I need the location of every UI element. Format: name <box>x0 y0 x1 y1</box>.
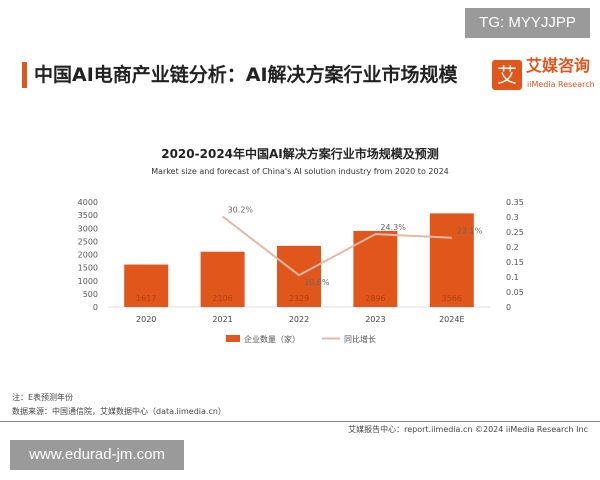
note: 注：E表预测年份 <box>12 393 74 402</box>
chart-title: 2020-2024年中国AI解决方案行业市场规模及预测 <box>161 147 439 161</box>
page-title: 中国AI电商产业链分析：AI解决方案行业市场规模 <box>34 64 458 86</box>
line-label: 30.2% <box>228 205 254 214</box>
legend-bar-swatch <box>226 335 240 342</box>
line-label: 24.3% <box>380 223 406 232</box>
y-right-tick: 0.25 <box>506 228 524 237</box>
y-left-tick: 1000 <box>78 277 98 286</box>
y-left-tick: 3500 <box>78 211 98 220</box>
bar <box>353 230 398 307</box>
x-tick: 2022 <box>289 315 309 324</box>
watermark-top: TG: MYYJJPP <box>465 8 590 38</box>
y-right-tick: 0.35 <box>506 198 524 207</box>
line-label: 10.6% <box>304 278 330 287</box>
y-left-tick: 1500 <box>78 264 98 273</box>
bar <box>277 245 321 307</box>
y-right-tick: 0.3 <box>506 213 519 222</box>
watermark-bottom: www.edurad-jm.com <box>10 440 184 470</box>
chart-subtitle: Market size and forecast of China's AI s… <box>151 167 449 176</box>
y-right-tick: 0.15 <box>506 258 524 267</box>
y-left-tick: 2000 <box>78 251 98 260</box>
divider <box>0 421 600 422</box>
y-left-tick: 500 <box>83 290 98 299</box>
y-right-tick: 0.2 <box>506 243 519 252</box>
legend-bar-label: 企业数量（家） <box>244 334 300 344</box>
growth-line <box>221 215 452 277</box>
bar <box>429 213 474 307</box>
y-right-tick: 0 <box>506 303 511 312</box>
bar-label: 3566 <box>442 294 462 303</box>
y-right-tick: 0.1 <box>506 273 519 282</box>
y-left-tick: 4000 <box>78 198 98 207</box>
bar-label: 2329 <box>289 294 309 303</box>
x-tick: 2023 <box>365 315 385 324</box>
y-left-tick: 0 <box>93 303 98 312</box>
x-tick: 2021 <box>212 315 232 324</box>
source: 数据来源：中国通信院，艾媒数据中心（data.iimedia.cn） <box>12 407 226 416</box>
footer: 艾媒报告中心：report.iimedia.cn ©2024 iiMedia R… <box>348 425 588 434</box>
legend-line-label: 同比增长 <box>344 334 376 344</box>
x-tick: 2020 <box>136 315 156 324</box>
logo-text: 艾媒咨询 <box>526 56 591 75</box>
y-left-tick: 3000 <box>78 224 98 233</box>
x-tick: 2024E <box>439 315 464 324</box>
logo-subtext: iiMedia Research <box>527 80 595 89</box>
title-accent-bar <box>22 62 27 88</box>
bar <box>124 264 169 307</box>
line-label: 23.1% <box>457 227 483 236</box>
logo-icon: 艾 <box>492 60 522 90</box>
y-right-tick: 0.05 <box>506 288 524 297</box>
y-left-tick: 2500 <box>78 237 98 246</box>
bar-label: 1617 <box>136 294 156 303</box>
bar <box>200 251 245 307</box>
bar-label: 2896 <box>365 294 385 303</box>
bar-label: 2106 <box>212 294 232 303</box>
